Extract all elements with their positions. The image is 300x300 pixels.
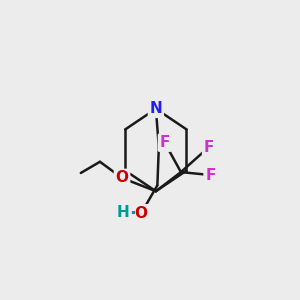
Text: O: O: [116, 170, 128, 185]
Text: F: F: [204, 140, 214, 154]
Text: ·: ·: [129, 205, 136, 223]
Text: H: H: [116, 205, 129, 220]
Text: O: O: [135, 206, 148, 221]
Text: F: F: [160, 135, 170, 150]
Text: F: F: [205, 167, 215, 182]
Text: N: N: [149, 101, 162, 116]
